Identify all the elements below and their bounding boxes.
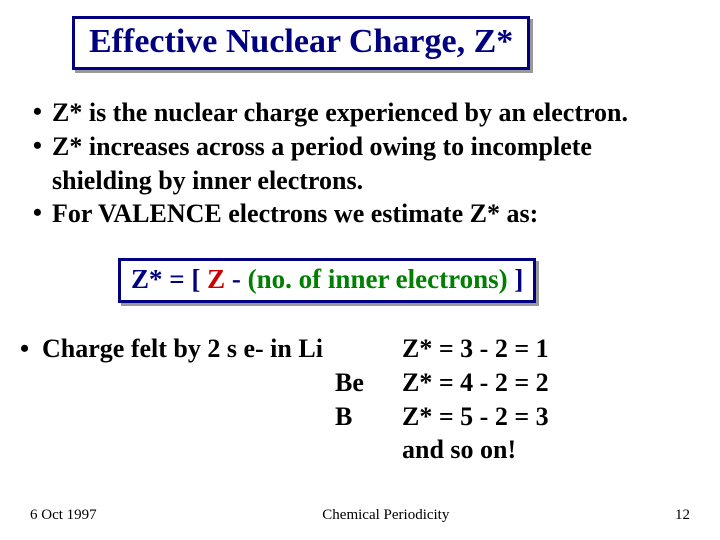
footer-title: Chemical Periodicity <box>322 507 449 524</box>
example-intro: Charge felt by 2 s e- in Li <box>42 332 402 366</box>
bullet-item: • Z* is the nuclear charge experienced b… <box>18 96 690 130</box>
example-tail: and so on! <box>402 433 690 467</box>
footer: 6 Oct 1997 Chemical Periodicity 12 <box>30 507 690 524</box>
example-elem: Be <box>42 366 402 400</box>
bullet-list: • Z* is the nuclear charge experienced b… <box>18 96 690 231</box>
bullet-item: • For VALENCE electrons we estimate Z* a… <box>18 197 690 231</box>
formula-z: Z <box>207 264 225 294</box>
page-title: Effective Nuclear Charge, Z* <box>89 23 513 60</box>
title-box: Effective Nuclear Charge, Z* <box>72 16 530 70</box>
example-row: and so on! <box>20 433 690 467</box>
examples-block: • Charge felt by 2 s e- in Li Z* = 3 - 2… <box>20 332 690 467</box>
bullet-marker: • <box>18 197 52 230</box>
bullet-marker: • <box>18 96 52 129</box>
example-row: Be Z* = 4 - 2 = 2 <box>20 366 690 400</box>
example-calc: Z* = 4 - 2 = 2 <box>402 366 690 400</box>
bullet-marker: • <box>20 332 42 366</box>
bullet-text: Z* is the nuclear charge experienced by … <box>52 96 690 130</box>
bullet-text: For VALENCE electrons we estimate Z* as: <box>52 197 690 231</box>
example-calc: Z* = 5 - 2 = 3 <box>402 400 690 434</box>
formula-inner: (no. of inner electrons) <box>248 264 508 294</box>
formula-box: Z* = [ Z - (no. of inner electrons) ] <box>118 258 536 303</box>
bullet-text: Z* increases across a period owing to in… <box>52 130 690 198</box>
example-calc: Z* = 3 - 2 = 1 <box>402 332 690 366</box>
bullet-item: • Z* increases across a period owing to … <box>18 130 690 198</box>
footer-date: 6 Oct 1997 <box>30 507 97 524</box>
footer-page: 12 <box>675 507 690 524</box>
example-row: B Z* = 5 - 2 = 3 <box>20 400 690 434</box>
bullet-marker: • <box>18 130 52 163</box>
formula-close: ] <box>508 264 524 294</box>
example-elem: B <box>42 400 402 434</box>
formula-lhs: Z* <box>131 264 163 294</box>
formula-eq: = [ <box>163 264 208 294</box>
example-row: • Charge felt by 2 s e- in Li Z* = 3 - 2… <box>20 332 690 366</box>
formula-minus: - <box>225 264 248 294</box>
